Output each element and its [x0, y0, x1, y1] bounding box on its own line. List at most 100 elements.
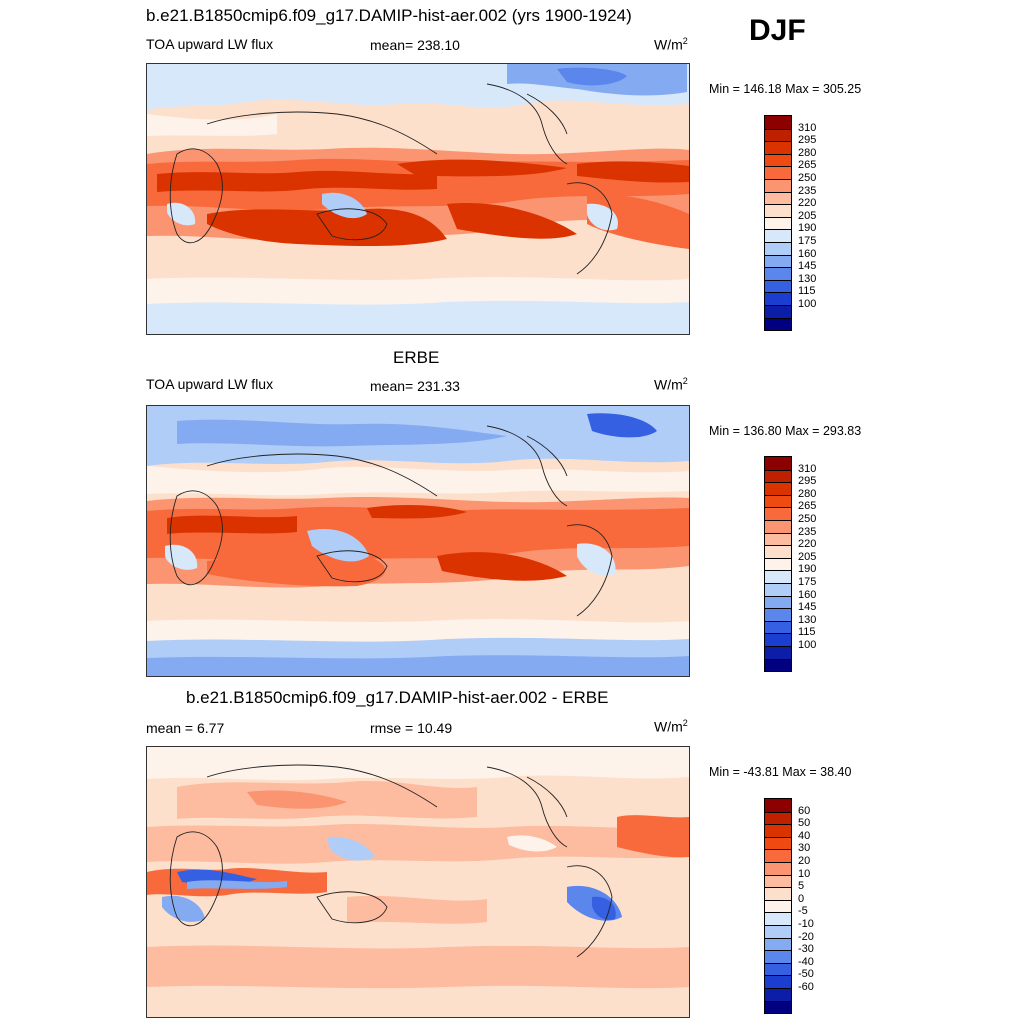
panel3-colorbar-tick-label: -30 [798, 943, 814, 956]
panel2-colorbar-cell [765, 557, 791, 571]
panel3-rmse: rmse = 10.49 [370, 720, 453, 736]
panel3-colorbar-tick-label: -5 [798, 905, 808, 918]
panel3-colorbar-tick-label: 40 [798, 829, 811, 842]
panel2-colorbar-tick-label: 145 [798, 601, 817, 614]
season-label: DJF [749, 14, 806, 47]
panel2-title: ERBE [393, 348, 440, 367]
panel1-colorbar-cell [765, 229, 791, 242]
panel3-colorbar-cell [765, 1000, 791, 1014]
panel1-colorbar-cell [765, 254, 791, 268]
panel1-colorbar-cell [765, 128, 791, 142]
panel2-colorbar-tick-label: 235 [798, 525, 817, 538]
panel3-colorbar-tick-label: -60 [798, 981, 814, 993]
panel2-colorbar-tick-label: 280 [798, 487, 817, 500]
panel3-minmax: Min = -43.81 Max = 38.40 [709, 765, 852, 779]
panel1-colorbar-cell [765, 267, 791, 280]
panel1-colorbar [764, 115, 792, 332]
panel2-colorbar-tick-label: 130 [798, 613, 817, 626]
panel2-colorbar-cell [765, 658, 791, 672]
panel2-colorbar-cell [765, 519, 791, 533]
panel3-colorbar-cell [765, 811, 791, 825]
panel2-colorbar-tick-label: 310 [798, 462, 817, 475]
panel3-title: b.e21.B1850cmip6.f09_g17.DAMIP-hist-aer.… [186, 688, 609, 707]
panel2-colorbar-cell [765, 494, 791, 508]
panel3-colorbar-cell [765, 799, 791, 812]
panel2-colorbar-cell [765, 545, 791, 558]
panel1-colorbar-cell [765, 292, 791, 305]
panel2-colorbar-cell [765, 582, 791, 596]
panel1-colorbar-tick-label: 250 [798, 172, 817, 184]
panel1-colorbar-tick-label: 130 [798, 272, 817, 285]
panel1-colorbar-tick-label: 280 [798, 146, 817, 159]
panel2-colorbar-cell [765, 570, 791, 583]
panel2-colorbar-tick-label: 100 [798, 639, 817, 651]
panel3-units: W/m2 [654, 718, 688, 735]
panel2-colorbar-cell [765, 595, 791, 609]
panel3-colorbar-tick-label: 10 [798, 867, 811, 880]
panel3-colorbar-tick-label: -50 [798, 968, 814, 981]
panel1-colorbar-tick-label: 265 [798, 159, 817, 172]
panel2-colorbar-cell [765, 507, 791, 520]
panel3-colorbar-cell [765, 937, 791, 951]
panel3-colorbar-cell [765, 861, 791, 875]
panel1-colorbar-tick-label: 235 [798, 184, 817, 197]
panel2-colorbar-cell [765, 608, 791, 621]
panel2-map [146, 405, 690, 677]
panel1-colorbar-cell [765, 241, 791, 255]
panel1-colorbar-cell [765, 279, 791, 293]
panel1-colorbar-cell [765, 116, 791, 129]
panel2-minmax: Min = 136.80 Max = 293.83 [709, 424, 862, 438]
panel1-colorbar-cell [765, 191, 791, 205]
panel2-colorbar-tick-label: 175 [798, 576, 817, 588]
panel3-colorbar-cell [765, 849, 791, 862]
panel2-colorbar-tick-label: 220 [798, 538, 817, 551]
panel1-title: b.e21.B1850cmip6.f09_g17.DAMIP-hist-aer.… [146, 6, 632, 25]
panel3-colorbar-tick-label: 50 [798, 817, 811, 830]
panel1-minmax: Min = 146.18 Max = 305.25 [709, 82, 862, 96]
panel1-colorbar-tick-label: 115 [798, 285, 816, 298]
panel3-colorbar-cell [765, 950, 791, 963]
panel1-colorbar-cell [765, 216, 791, 230]
panel2-colorbar-tick-label: 295 [798, 475, 817, 488]
panel3-colorbar-cell [765, 899, 791, 913]
panel2-colorbar-cell [765, 633, 791, 646]
panel1-colorbar-cell [765, 178, 791, 192]
panel3-colorbar-cell [765, 824, 791, 837]
panel3-colorbar [764, 798, 792, 1015]
panel3-map [146, 746, 690, 1018]
panel3-colorbar-tick-label: 20 [798, 855, 811, 867]
panel2-colorbar [764, 456, 792, 673]
panel1-colorbar-cell [765, 153, 791, 167]
panel3-mean: mean = 6.77 [146, 720, 225, 736]
panel3-colorbar-cell [765, 887, 791, 900]
panel1-variable-label: TOA upward LW flux [146, 36, 274, 52]
panel1-mean: mean= 238.10 [370, 37, 460, 53]
panel2-mean: mean= 231.33 [370, 378, 460, 394]
panel2-colorbar-tick-label: 115 [798, 626, 816, 639]
panel2-colorbar-cell [765, 532, 791, 546]
panel1-colorbar-cell [765, 304, 791, 318]
panel1-colorbar-tick-label: 175 [798, 235, 817, 247]
panel1-colorbar-tick-label: 100 [798, 298, 817, 310]
panel2-colorbar-cell [765, 469, 791, 483]
panel3-colorbar-tick-label: 30 [798, 842, 811, 855]
panel2-colorbar-tick-label: 160 [798, 588, 817, 601]
panel2-variable-label: TOA upward LW flux [146, 376, 274, 392]
panel1-colorbar-tick-label: 205 [798, 209, 817, 222]
panel2-colorbar-cell [765, 620, 791, 634]
panel3-colorbar-tick-label: 60 [798, 804, 811, 817]
panel3-colorbar-tick-label: -10 [798, 918, 814, 930]
panel3-colorbar-tick-label: -20 [798, 930, 814, 943]
panel2-colorbar-tick-label: 190 [798, 563, 817, 576]
panel3-colorbar-cell [765, 962, 791, 976]
panel1-colorbar-tick-label: 295 [798, 134, 817, 147]
panel2-colorbar-cell [765, 645, 791, 659]
panel3-colorbar-tick-label: 0 [798, 892, 805, 905]
panel3-colorbar-cell [765, 912, 791, 925]
panel1-map [146, 63, 690, 335]
panel2-colorbar-cell [765, 457, 791, 470]
panel1-colorbar-tick-label: 220 [798, 197, 817, 210]
panel2-units: W/m2 [654, 376, 688, 393]
panel3-colorbar-cell [765, 987, 791, 1001]
panel2-colorbar-tick-label: 265 [798, 500, 817, 513]
